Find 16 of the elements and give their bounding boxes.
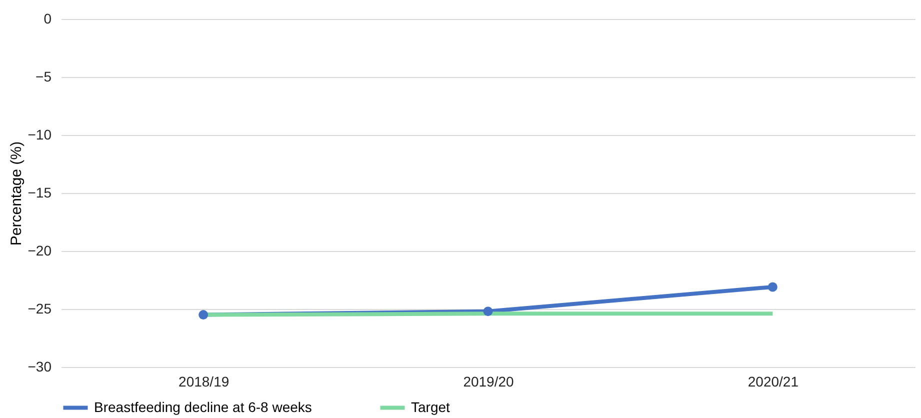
y-axis-title: Percentage (%)	[8, 141, 25, 246]
y-tick-label: −30	[28, 358, 52, 374]
y-tick-label: 0	[44, 10, 52, 26]
y-tick-label: −10	[28, 126, 52, 142]
legend-label: Target	[411, 398, 450, 415]
y-tick-label: −5	[36, 68, 52, 84]
x-tick-label: 2020/21	[748, 374, 799, 390]
point	[483, 306, 493, 316]
y-tick-label: −15	[28, 184, 52, 200]
x-tick-label: 2018/19	[178, 374, 230, 390]
legend-label: Breastfeeding decline at 6-8 weeks	[94, 398, 312, 415]
point	[198, 310, 208, 320]
x-tick-label: 2019/20	[463, 374, 514, 390]
y-tick-label: −25	[28, 300, 52, 316]
point	[768, 282, 778, 292]
y-tick-label: −20	[28, 242, 52, 258]
